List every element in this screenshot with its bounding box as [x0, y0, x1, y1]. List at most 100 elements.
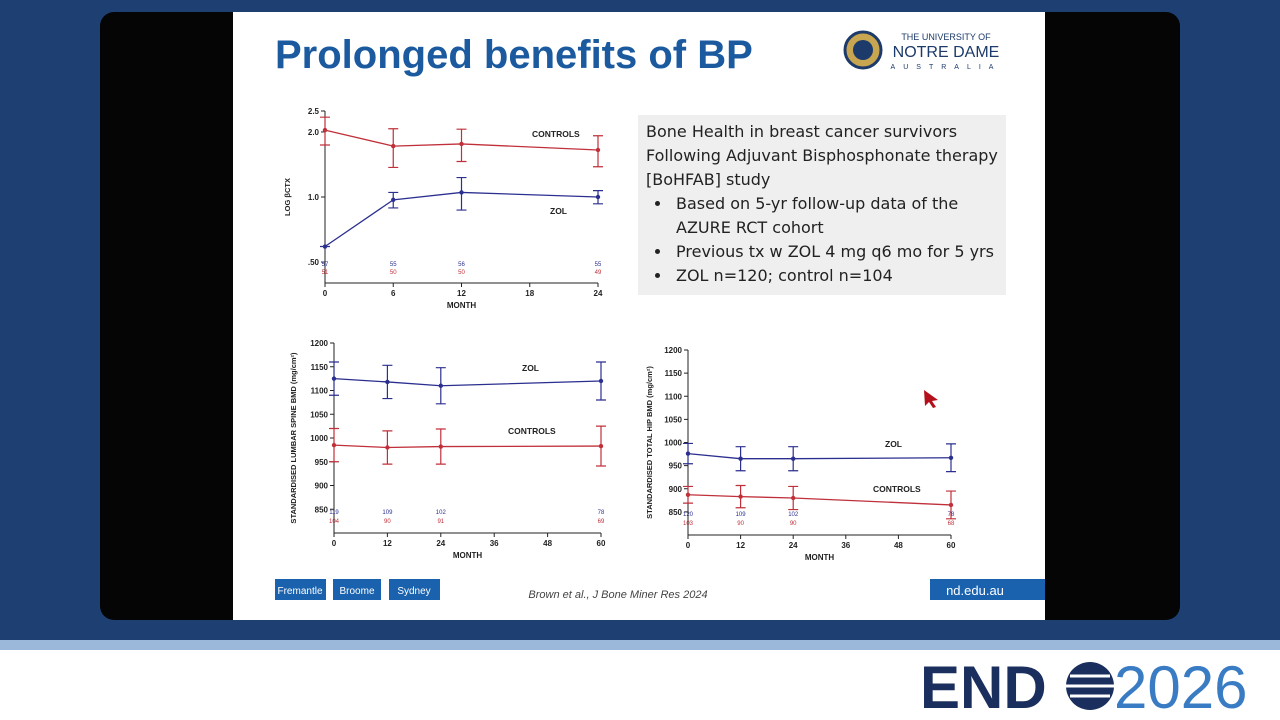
n-label: 120: [683, 512, 694, 518]
logo-text: THE UNIVERSITY OF: [901, 32, 991, 42]
data-point: [438, 444, 443, 449]
info-heading: Bone Health in breast cancer survivors F…: [646, 122, 998, 189]
data-point: [738, 456, 743, 461]
series-label: ZOL: [550, 206, 567, 216]
y-tick-label: 1100: [311, 387, 329, 396]
data-point: [385, 379, 390, 385]
series-line: [333, 444, 602, 449]
n-label: 69: [598, 519, 605, 525]
y-tick-label: 1150: [311, 363, 329, 372]
n-label: 109: [736, 512, 747, 518]
n-label: 50: [458, 270, 465, 276]
y-tick-label: 2.0: [308, 128, 320, 137]
x-tick-label: 60: [947, 541, 956, 550]
data-point: [595, 147, 601, 153]
cursor: [924, 390, 938, 408]
x-tick-label: 48: [543, 539, 552, 548]
n-label: 49: [595, 270, 602, 276]
x-tick-label: 12: [383, 539, 392, 548]
campus-label: Broome: [339, 586, 374, 597]
y-tick-label: 900: [669, 485, 683, 494]
series-line: [687, 452, 952, 460]
website-box: [930, 579, 1045, 600]
series-label: ZOL: [885, 439, 902, 449]
data-point: [331, 442, 337, 448]
data-point: [438, 383, 443, 388]
data-point: [598, 443, 604, 449]
event-logo-globe-lines: [1066, 674, 1114, 698]
data-point: [459, 190, 464, 195]
event-logo-left: END: [920, 654, 1047, 720]
y-tick-label: 1200: [664, 346, 682, 355]
n-label: 102: [788, 512, 799, 518]
n-label: 56: [458, 262, 465, 268]
campus-button: [333, 579, 381, 600]
x-axis-label: MONTH: [805, 553, 835, 562]
y-tick-label: 1150: [665, 369, 683, 378]
y-tick-label: 950: [669, 462, 683, 471]
n-label: 55: [390, 262, 397, 268]
x-tick-label: 18: [525, 289, 534, 298]
x-tick-label: 12: [736, 541, 745, 550]
campus-label: Fremantle: [277, 586, 322, 597]
y-tick-label: 2.5: [308, 107, 320, 116]
y-tick-label: 1050: [310, 410, 328, 419]
x-tick-label: 24: [789, 541, 798, 550]
x-tick-label: 36: [490, 539, 499, 548]
data-point: [791, 456, 796, 461]
y-axis-label: STANDARDISED TOTAL HIP BMD (mg/cm²): [645, 366, 654, 519]
data-point: [459, 141, 464, 147]
x-axis-label: MONTH: [453, 551, 483, 560]
y-axis-label: STANDARDISED LUMBAR SPINE BMD (mg/cm²): [289, 352, 298, 524]
data-point: [391, 197, 396, 203]
n-label: 51: [322, 270, 329, 276]
series-line: [324, 129, 599, 151]
series-label: ZOL: [522, 363, 539, 373]
website: nd.edu.au: [946, 583, 1004, 598]
data-point: [331, 376, 337, 381]
series-label: CONTROLS: [508, 426, 556, 436]
series-line: [687, 494, 952, 506]
n-label: 68: [948, 521, 955, 527]
n-label: 90: [384, 519, 391, 525]
n-label: 103: [683, 521, 694, 527]
n-label: 102: [436, 510, 447, 516]
series-line: [333, 377, 602, 387]
y-tick-label: 1100: [665, 392, 683, 401]
data-point: [738, 494, 743, 499]
x-tick-label: 36: [841, 541, 850, 550]
x-tick-label: 60: [597, 539, 606, 548]
info-bullet: ZOL n=120; control n=104: [672, 264, 998, 288]
logo-text: AUSTRALIA: [891, 64, 1002, 71]
n-label: 57: [322, 262, 329, 268]
data-point: [791, 495, 796, 501]
y-tick-label: 1000: [310, 434, 328, 443]
series-line: [324, 191, 599, 248]
y-tick-label: 900: [315, 482, 329, 491]
campus-label: Sydney: [397, 586, 430, 597]
y-tick-label: 1000: [664, 439, 682, 448]
x-tick-label: 0: [686, 541, 691, 550]
n-label: 90: [790, 521, 797, 527]
info-bullet: Based on 5-yr follow-up data of the AZUR…: [672, 192, 998, 240]
campus-button: [389, 579, 440, 600]
data-point: [685, 492, 691, 497]
n-label: 90: [737, 521, 744, 527]
y-tick-label: 1200: [310, 339, 328, 348]
y-tick-label: 1050: [664, 415, 682, 424]
n-label: 50: [390, 270, 397, 276]
info-list: Based on 5-yr follow-up data of the AZUR…: [646, 192, 998, 288]
data-point: [685, 451, 691, 456]
y-tick-label: 950: [315, 458, 329, 467]
x-tick-label: 0: [323, 289, 328, 298]
x-tick-label: 24: [436, 539, 445, 548]
x-tick-label: 6: [391, 289, 396, 298]
data-point: [598, 378, 604, 384]
slide-title: Prolonged benefits of BP: [275, 33, 753, 77]
y-tick-label: 850: [669, 508, 683, 517]
logo-seal-inner: [853, 40, 873, 60]
data-point: [595, 194, 601, 200]
y-tick-label: 1.0: [308, 193, 320, 202]
